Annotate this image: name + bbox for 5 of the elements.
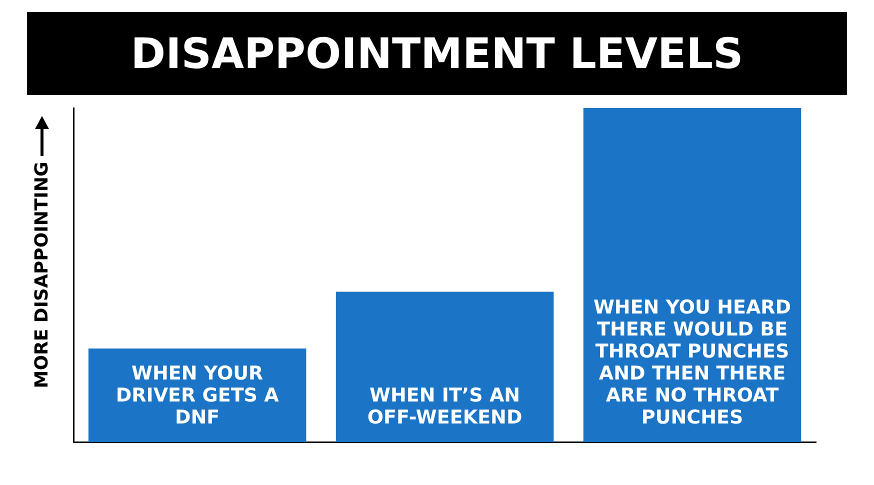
y-axis-title: MORE DISAPPOINTING bbox=[31, 162, 52, 388]
x-tick-label: WHEN YOU HEARD THERE WOULD BE THROAT PUNCHES AND THEN THERE ARE NO THROAT PUNCHES bbox=[593, 296, 792, 428]
x-tick-label: WHEN IT’S AN OFF-WEEKEND bbox=[367, 384, 522, 428]
chart-title: DISAPPOINTMENT LEVELS bbox=[27, 12, 847, 95]
x-tick-label: WHEN YOUR DRIVER GETS A DNF bbox=[116, 362, 280, 428]
